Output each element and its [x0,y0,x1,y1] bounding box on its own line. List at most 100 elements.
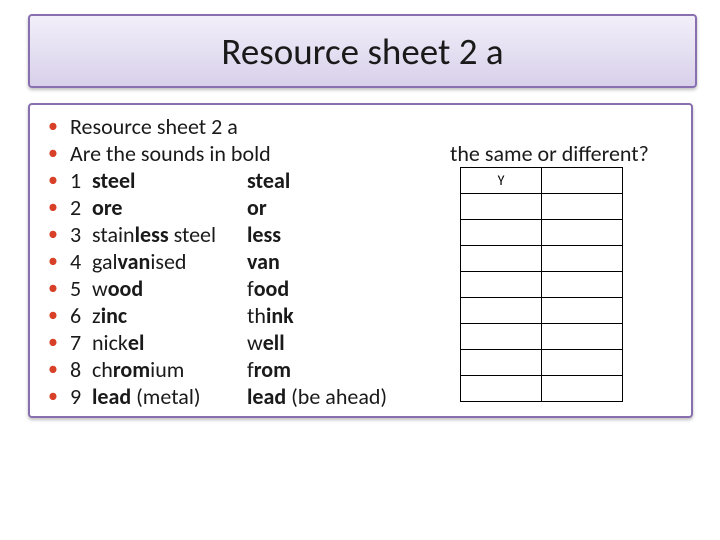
item-number: 3 [70,221,92,248]
bullet-icon: • [48,356,70,383]
word-b-bold: lead [247,383,286,410]
answer-cell [542,194,623,220]
word-b: less [247,221,281,248]
question-right: the same or different? [450,140,649,167]
word-b-bold: ell [263,329,285,356]
title-box: Resource sheet 2 a [28,14,697,88]
bullet-icon: • [48,302,70,329]
item-number: 4 [70,248,92,275]
answer-cell [461,376,542,402]
word-b: lead (be ahead) [247,383,387,410]
table-row [461,376,623,402]
table-row: Y [461,168,623,194]
page-title: Resource sheet 2 a [221,29,503,74]
word-a-post: (metal) [131,383,200,410]
bullet-icon: • [48,248,70,275]
word-a-pre: nick [92,329,128,356]
bullet-icon: • [48,113,70,140]
word-b-bold: ood [254,275,289,302]
word-a: chromium [92,356,247,383]
subheading-text: Resource sheet 2 a [70,113,238,140]
bullet-icon: • [48,167,70,194]
word-b-pre: w [247,329,263,356]
item-number: 8 [70,356,92,383]
word-b-bold: steal [247,167,290,194]
body-box: • Resource sheet 2 a • Are the sounds in… [28,103,693,418]
bullet-icon: • [48,221,70,248]
word-b: van [247,248,280,275]
answer-cell: Y [461,168,542,194]
table-row [461,194,623,220]
table-row [461,298,623,324]
word-a-pre: z [92,302,101,329]
bullet-icon: • [48,194,70,221]
answer-cell [542,324,623,350]
answer-cell [542,168,623,194]
item-number: 5 [70,275,92,302]
answer-cell [542,350,623,376]
table-row [461,272,623,298]
word-b-bold: rom [254,356,291,383]
word-b-pre: th [247,302,266,329]
word-a-post: steel [169,221,216,248]
word-a-post: ium [150,356,184,383]
word-a-pre: ch [92,356,113,383]
word-b: food [247,275,289,302]
word-a-bold: van [118,248,151,275]
bullet-icon: • [48,140,70,167]
bullet-icon: • [48,275,70,302]
word-a-post: ised [150,248,186,275]
word-a-bold: lead [92,383,131,410]
item-number: 1 [70,167,92,194]
bullet-icon: • [48,329,70,356]
table-row [461,324,623,350]
word-a-bold: inc [101,302,127,329]
word-b: or [247,194,267,221]
word-a-bold: ood [108,275,143,302]
table-row [461,350,623,376]
answer-table: Y [460,167,623,402]
word-a-pre: gal [92,248,118,275]
answer-cell [542,376,623,402]
word-a: stainless steel [92,221,247,248]
word-a-bold: steel [92,167,135,194]
word-b: from [247,356,291,383]
item-number: 2 [70,194,92,221]
word-a: nickel [92,329,247,356]
answer-cell [461,194,542,220]
answer-cell [542,246,623,272]
item-number: 6 [70,302,92,329]
word-b-bold: or [247,194,267,221]
answer-cell [542,272,623,298]
word-b: think [247,302,294,329]
answer-cell [542,298,623,324]
word-a: lead (metal) [92,383,247,410]
answer-cell [461,246,542,272]
word-a: wood [92,275,247,302]
answer-cell [461,220,542,246]
table-row [461,246,623,272]
word-a-bold: el [128,329,144,356]
word-b-bold: less [247,221,281,248]
answer-cell [461,350,542,376]
word-a: ore [92,194,247,221]
word-a: steel [92,167,247,194]
word-a-bold: ore [92,194,122,221]
answer-cell [461,298,542,324]
bullet-icon: • [48,383,70,410]
subheading-row: • Resource sheet 2 a [48,113,679,140]
word-a-bold: less [135,221,169,248]
answer-cell [542,220,623,246]
word-a-pre: w [92,275,108,302]
table-row [461,220,623,246]
word-a: galvanised [92,248,247,275]
word-b: steal [247,167,290,194]
word-b-post: (be ahead) [286,383,387,410]
item-number: 7 [70,329,92,356]
question-left: Are the sounds in bold [70,140,271,167]
word-a-pre: stain [92,221,135,248]
item-number: 9 [70,383,92,410]
word-b-bold: van [247,248,280,275]
word-b-pre: f [247,356,254,383]
answer-cell [461,272,542,298]
